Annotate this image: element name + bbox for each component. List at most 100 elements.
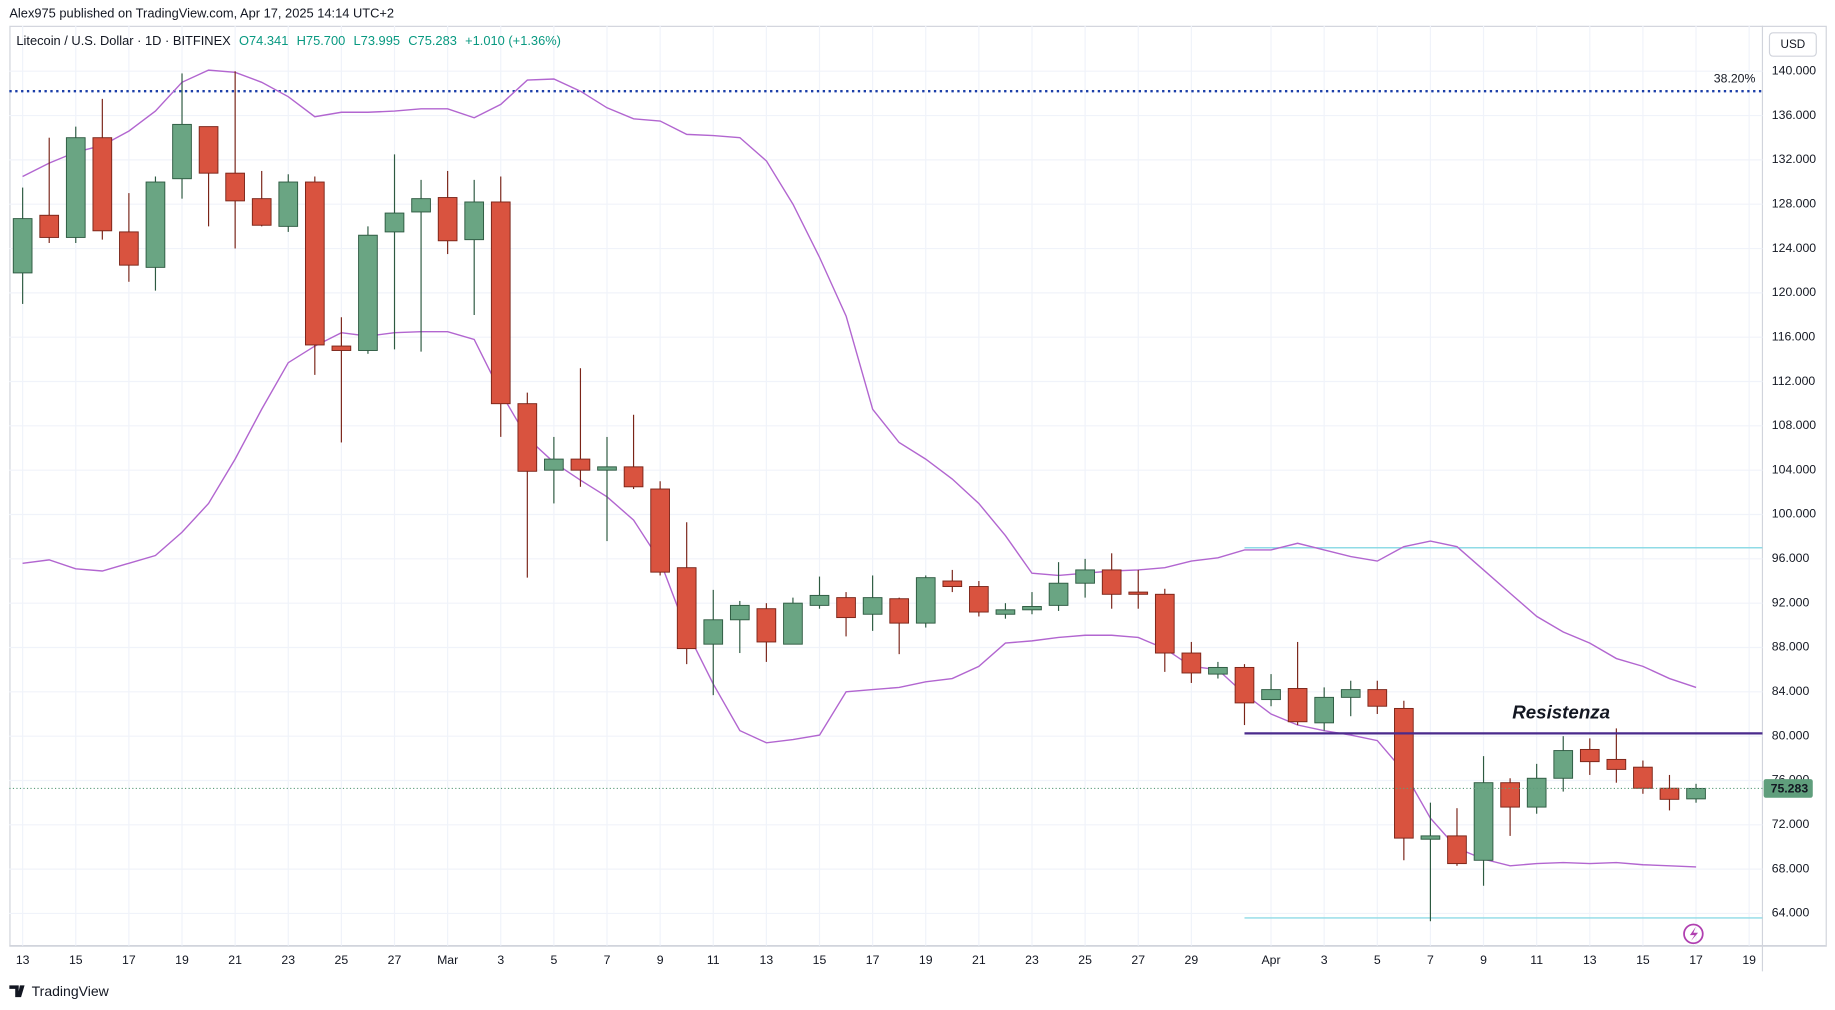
candle-body — [225, 172, 245, 202]
y-tick-label: 108.000 — [1772, 418, 1817, 432]
band-line — [22, 69, 1697, 689]
candle-body — [862, 597, 883, 615]
x-tick-label: 15 — [813, 953, 827, 967]
last-price-label: 75.283 — [1771, 781, 1809, 795]
candle-body — [1579, 748, 1600, 763]
candle-body — [517, 403, 538, 472]
candle-body — [1340, 689, 1361, 698]
candle-body — [1154, 593, 1175, 654]
candle-body — [464, 201, 485, 241]
candle-body — [1420, 835, 1441, 840]
symbol: Litecoin / U.S. Dollar · 1D · BITFINEX — [16, 34, 231, 49]
candle-body — [783, 602, 803, 645]
candle-body — [1075, 569, 1095, 584]
last-price-box — [1763, 779, 1813, 798]
flash-icon[interactable] — [1683, 923, 1704, 945]
x-tick-label: 17 — [866, 953, 880, 967]
candle-body — [995, 609, 1016, 615]
logo — [9, 985, 25, 998]
candle-body — [729, 604, 750, 621]
candle-body — [145, 181, 166, 268]
candle-body — [756, 608, 777, 643]
x-tick-label: 27 — [1131, 953, 1145, 967]
y-tick-label: 80.000 — [1772, 728, 1810, 742]
candle-body — [703, 619, 724, 645]
y-tick-label: 100.000 — [1772, 507, 1817, 521]
x-tick-label: 3 — [1321, 953, 1328, 967]
resistance-label: Resistenza — [1512, 701, 1610, 722]
candle-body — [1473, 782, 1494, 861]
candle-body — [1048, 582, 1069, 606]
x-tick-label: 3 — [497, 953, 504, 967]
candle-body — [358, 234, 378, 351]
candle-body — [1686, 787, 1706, 800]
candle-body — [915, 577, 936, 624]
candle-body — [889, 598, 910, 624]
x-tick-label: 13 — [16, 953, 30, 967]
x-tick-label: 5 — [550, 953, 557, 967]
x-tick-label: 11 — [707, 953, 720, 967]
x-tick-label: 19 — [919, 953, 933, 967]
legend-open: O74.341 — [239, 34, 288, 49]
y-tick-label: 128.000 — [1772, 196, 1817, 210]
y-tick-label: 64.000 — [1772, 906, 1810, 920]
x-tick-label: 23 — [281, 953, 295, 967]
x-tick-label: 11 — [1530, 953, 1543, 967]
candle-body — [437, 197, 458, 242]
legend-high: H75.700 — [297, 34, 346, 49]
candle-body — [198, 126, 219, 174]
candle-body — [119, 231, 139, 266]
plot — [9, 69, 1763, 922]
y-tick-label: 116.000 — [1772, 329, 1816, 343]
candle-body — [92, 137, 113, 232]
y-tick-label: 140.000 — [1772, 63, 1817, 77]
x-tick-label: 19 — [175, 953, 189, 967]
band-line — [22, 330, 1697, 868]
x-tick-label: 9 — [657, 953, 664, 967]
candle-body — [836, 597, 856, 619]
currency-box[interactable] — [1768, 32, 1817, 57]
candle-body — [650, 488, 670, 573]
candle-body — [1101, 569, 1122, 595]
x-tick-label: 5 — [1374, 953, 1381, 967]
candle-body — [1633, 766, 1653, 789]
candle-body — [251, 198, 272, 226]
y-tick-label: 96.000 — [1772, 551, 1810, 565]
y-tick-label: 120.000 — [1772, 285, 1817, 299]
x-tick-label: 23 — [1025, 953, 1039, 967]
x-tick-label: 17 — [122, 953, 136, 967]
candle-body — [1553, 750, 1574, 779]
legend-low: L73.995 — [354, 34, 400, 49]
candle-body — [544, 458, 564, 471]
y-tick-label: 132.000 — [1772, 152, 1817, 166]
x-tick-label: 21 — [972, 953, 986, 967]
y-tick-label: 124.000 — [1772, 241, 1817, 255]
candle-body — [411, 198, 431, 213]
publish-info: Alex975 published on TradingView.com, Ap… — [9, 5, 394, 20]
y-tick-label: 112.000 — [1772, 374, 1816, 388]
candle-body — [304, 181, 325, 346]
candle-body — [623, 466, 644, 488]
y-tick-label: 104.000 — [1772, 462, 1817, 476]
candle-body — [942, 580, 963, 588]
x-tick-label: 19 — [1742, 953, 1756, 967]
x-tick-label: 15 — [1636, 953, 1650, 967]
y-tick-label: 72.000 — [1772, 817, 1810, 831]
x-tick-label: 13 — [760, 953, 774, 967]
candle-body — [331, 345, 352, 351]
y-tick-label: 92.000 — [1772, 595, 1810, 609]
candle-body — [597, 466, 617, 471]
candle-body — [969, 586, 989, 613]
currency[interactable]: USD — [1781, 38, 1806, 51]
candle-body — [1447, 835, 1467, 865]
candle-body — [1526, 777, 1547, 808]
candle-body — [570, 458, 591, 471]
candle-body — [1234, 666, 1255, 704]
legend-close: C75.283 — [408, 34, 457, 49]
candle-body — [39, 214, 60, 238]
y-tick-label: 68.000 — [1772, 861, 1810, 875]
legend-change: +1.010 (+1.36%) — [465, 34, 561, 49]
x-tick-label: 25 — [1078, 953, 1092, 967]
